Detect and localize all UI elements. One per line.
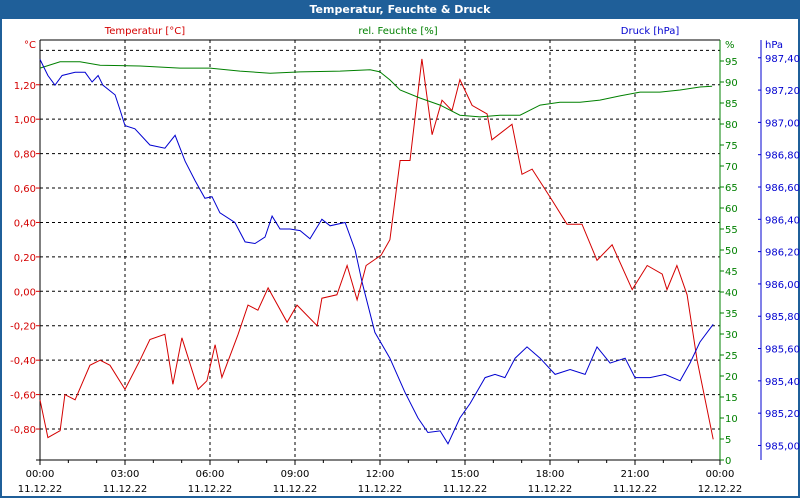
temperature-legend: Temperatur [°C] — [104, 26, 185, 37]
humidity-tick-label: 5 — [725, 435, 731, 446]
x-tick-date: 11.12.22 — [103, 484, 148, 495]
pressure-tick-label: 985,60 — [765, 345, 800, 356]
x-tick-time: 09:00 — [281, 469, 310, 480]
x-tick-date: 11.12.22 — [18, 484, 63, 495]
humidity-tick-label: 30 — [725, 330, 738, 341]
x-tick-time: 03:00 — [111, 469, 140, 480]
x-tick-date: 11.12.22 — [528, 484, 573, 495]
pressure-unit: hPa — [765, 40, 783, 51]
pressure-tick-label: 986,40 — [765, 215, 800, 226]
x-tick-time: 21:00 — [621, 469, 650, 480]
humidity-tick-label: 15 — [725, 393, 738, 404]
x-tick-date: 12.12.22 — [698, 484, 743, 495]
humidity-tick-label: 45 — [725, 267, 738, 278]
temperature-tick-label: 0,60 — [14, 184, 36, 195]
temperature-tick-label: 0,00 — [14, 287, 36, 298]
pressure-tick-label: 986,20 — [765, 248, 800, 259]
humidity-tick-label: 65 — [725, 183, 738, 194]
humidity-tick-label: 85 — [725, 99, 738, 110]
humidity-tick-label: 60 — [725, 204, 738, 215]
x-tick-time: 15:00 — [451, 469, 480, 480]
humidity-tick-label: 75 — [725, 141, 738, 152]
temperature-tick-label: 1,20 — [14, 81, 36, 92]
humidity-tick-label: 55 — [725, 225, 738, 236]
temperature-tick-label: -0,60 — [10, 391, 36, 402]
pressure-tick-label: 987,00 — [765, 118, 800, 129]
pressure-tick-label: 986,80 — [765, 151, 800, 162]
x-tick-time: 06:00 — [196, 469, 225, 480]
temperature-tick-label: 1,00 — [14, 115, 36, 126]
pressure-tick-label: 987,20 — [765, 86, 800, 97]
pressure-tick-label: 985,80 — [765, 312, 800, 323]
x-tick-time: 12:00 — [366, 469, 395, 480]
humidity-tick-label: 80 — [725, 120, 738, 131]
humidity-tick-label: 10 — [725, 414, 738, 425]
pressure-tick-label: 985,20 — [765, 409, 800, 420]
x-tick-date: 11.12.22 — [358, 484, 403, 495]
x-tick-date: 11.12.22 — [443, 484, 488, 495]
x-tick-time: 00:00 — [26, 469, 55, 480]
humidity-tick-label: 40 — [725, 288, 738, 299]
temperature-tick-label: 0,40 — [14, 218, 36, 229]
pressure-legend: Druck [hPa] — [621, 26, 680, 37]
x-tick-time: 00:00 — [706, 469, 735, 480]
temperature-tick-label: -0,80 — [10, 425, 36, 436]
humidity-tick-label: 95 — [725, 57, 738, 68]
temperature-unit: °C — [24, 40, 36, 51]
temperature-tick-label: -0,40 — [10, 356, 36, 367]
pressure-tick-label: 986,00 — [765, 280, 800, 291]
pressure-tick-label: 987,40 — [765, 54, 800, 65]
temperature-tick-label: 0,80 — [14, 150, 36, 161]
humidity-tick-label: 25 — [725, 351, 738, 362]
x-tick-date: 11.12.22 — [188, 484, 233, 495]
humidity-tick-label: 90 — [725, 78, 738, 89]
pressure-tick-label: 986,60 — [765, 183, 800, 194]
humidity-tick-label: 70 — [725, 162, 738, 173]
pressure-tick-label: 985,00 — [765, 441, 800, 452]
temperature-tick-label: 0,20 — [14, 253, 36, 264]
pressure-tick-label: 985,40 — [765, 377, 800, 388]
temperature-series-line — [39, 58, 714, 440]
humidity-tick-label: 20 — [725, 372, 738, 383]
humidity-legend: rel. Feuchte [%] — [358, 26, 437, 37]
humidity-tick-label: 50 — [725, 246, 738, 257]
window-title: Temperatur, Feuchte & Druck — [0, 0, 800, 19]
x-tick-date: 11.12.22 — [613, 484, 658, 495]
humidity-tick-label: 0 — [725, 456, 731, 467]
temperature-tick-label: -0,20 — [10, 322, 36, 333]
humidity-tick-label: 35 — [725, 309, 738, 320]
humidity-unit: % — [725, 40, 735, 51]
pressure-series-line — [39, 59, 714, 445]
humidity-series-line — [39, 61, 713, 118]
x-tick-time: 18:00 — [536, 469, 565, 480]
x-tick-date: 11.12.22 — [273, 484, 318, 495]
